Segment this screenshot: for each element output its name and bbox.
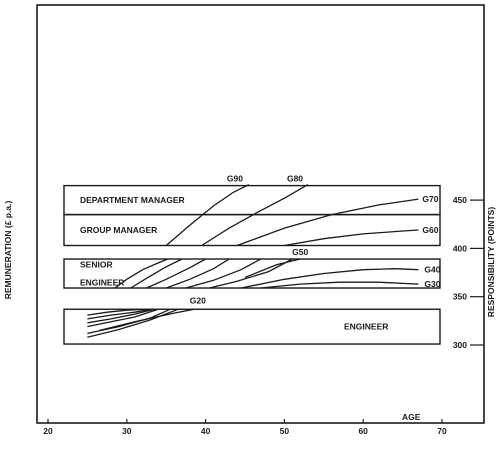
- series-line: [209, 258, 293, 289]
- band-label: DEPARTMENT MANAGER: [80, 195, 185, 205]
- x-tick-label: 50: [280, 426, 290, 436]
- series-label-g60: G60: [422, 225, 438, 235]
- series-label-g80: G80: [287, 174, 303, 184]
- x-tick-label: 20: [43, 426, 53, 436]
- series-line: [87, 308, 151, 320]
- series-line: [87, 308, 143, 316]
- series-line: [165, 258, 230, 289]
- series-line: [185, 258, 262, 289]
- series-label-g30: G30: [424, 279, 440, 289]
- band-label: SENIOR: [80, 260, 113, 270]
- band-engineer: [63, 308, 441, 345]
- band-label: ENGINEER: [344, 322, 388, 332]
- y-axis-title-left: REMUNERATION (£ p.a.): [3, 201, 13, 300]
- series-line-g30: [260, 281, 419, 289]
- band-label: GROUP MANAGER: [80, 225, 157, 235]
- x-tick-label: 30: [122, 426, 132, 436]
- series-label-g50: G50: [292, 247, 308, 257]
- y-axis-title-right: RESPONSIBILITY (POINTS): [486, 207, 496, 318]
- band-label: ENGINEER: [80, 278, 124, 288]
- series-line: [87, 308, 179, 338]
- series-line: [87, 308, 159, 328]
- x-tick-label: 70: [437, 426, 447, 436]
- series-line-g50: [244, 258, 301, 279]
- series-line: [114, 258, 169, 289]
- plot-frame: [36, 4, 485, 424]
- series-line-g70: [236, 198, 419, 247]
- series-line: [87, 308, 155, 324]
- series-line: [87, 308, 171, 335]
- y-tick-label: 450: [453, 195, 467, 205]
- series-label-g70: G70: [422, 194, 438, 204]
- band-group-manager: [63, 213, 441, 247]
- x-tick-label: 40: [201, 426, 211, 436]
- y-tick-label: 300: [453, 340, 467, 350]
- x-axis-title: AGE: [402, 412, 421, 422]
- series-line: [130, 258, 183, 289]
- series-line-g60: [284, 229, 419, 247]
- series-line-g90: [165, 184, 250, 246]
- series-label-g20: G20: [190, 295, 206, 305]
- series-line-g20: [99, 308, 194, 332]
- y-tick-label: 400: [453, 243, 467, 253]
- series-line-g80: [201, 184, 309, 247]
- series-line: [146, 258, 206, 289]
- band-senior-engineer: [63, 258, 441, 289]
- x-tick-label: 60: [358, 426, 368, 436]
- series-label-g90: G90: [227, 174, 243, 184]
- y-tick-label: 350: [453, 292, 467, 302]
- series-label-g40: G40: [424, 265, 440, 275]
- series-line-g40: [240, 268, 419, 289]
